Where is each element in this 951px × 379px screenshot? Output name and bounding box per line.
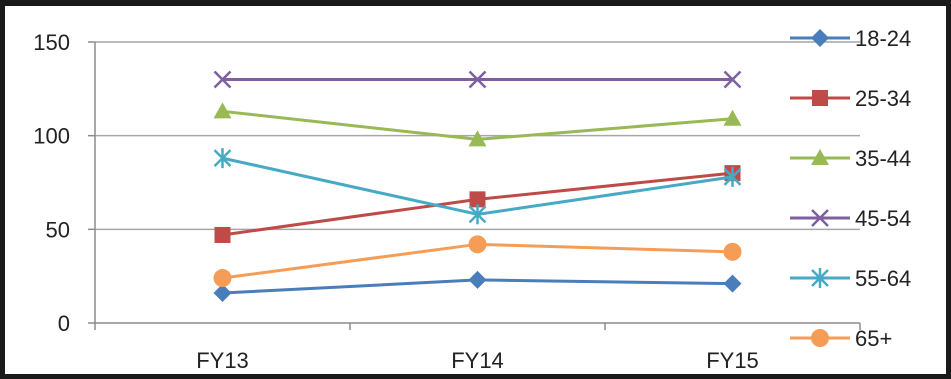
x-tick-label: FY13 (196, 348, 249, 373)
data-point (723, 274, 742, 293)
legend-marker (811, 268, 829, 288)
data-point (213, 269, 232, 288)
legend-label: 45-54 (855, 206, 911, 231)
y-tick-label: 100 (33, 124, 70, 149)
data-point (213, 70, 232, 89)
legend-marker (811, 329, 829, 347)
data-point (723, 109, 742, 126)
legend: 18-24 25-34 35-44 45-54 55-64 65+ (790, 26, 911, 351)
data-point (213, 102, 232, 119)
series-35-44 (213, 102, 742, 147)
series-45-54 (213, 70, 742, 89)
series-55-64 (213, 148, 742, 225)
y-tick-label: 150 (33, 30, 70, 55)
x-tick-label: FY14 (451, 348, 504, 373)
legend-marker (812, 90, 828, 106)
data-point (468, 130, 487, 147)
legend-item: 35-44 (790, 146, 911, 171)
legend-item: 45-54 (790, 206, 911, 231)
legend-marker (811, 209, 829, 227)
legend-item: 25-34 (790, 86, 911, 111)
series-18-24 (213, 270, 742, 303)
data-point (213, 284, 232, 303)
legend-marker (811, 149, 829, 165)
data-point (469, 191, 486, 208)
series-65+ (213, 235, 742, 288)
legend-marker (811, 29, 829, 47)
legend-item: 55-64 (790, 266, 911, 291)
legend-item: 18-24 (790, 26, 911, 51)
data-point (468, 270, 487, 289)
data-point (468, 70, 487, 89)
legend-item: 65+ (790, 326, 892, 351)
y-tick-label: 0 (58, 311, 70, 336)
axes: 0 50 100 150 FY13 FY14 FY15 (33, 30, 861, 373)
series (213, 70, 742, 303)
y-tick-label: 50 (46, 217, 70, 242)
legend-label: 18-24 (855, 26, 911, 51)
data-point (723, 166, 742, 187)
data-point (468, 204, 487, 225)
x-tick-label: FY15 (706, 348, 759, 373)
legend-label: 55-64 (855, 266, 911, 291)
data-point (213, 148, 232, 169)
data-point (723, 242, 742, 261)
legend-label: 35-44 (855, 146, 911, 171)
legend-label: 25-34 (855, 86, 911, 111)
legend-label: 65+ (855, 326, 892, 351)
data-point (468, 235, 487, 254)
data-point (723, 70, 742, 89)
series-25-34 (214, 165, 741, 243)
data-point (214, 226, 231, 243)
